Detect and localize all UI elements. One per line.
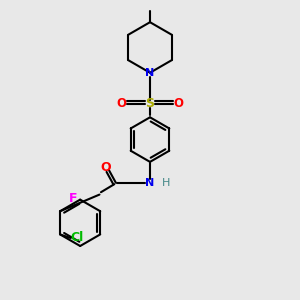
- Text: N: N: [146, 178, 154, 188]
- Text: S: S: [146, 98, 154, 110]
- Text: Cl: Cl: [71, 232, 84, 244]
- Text: O: O: [100, 161, 111, 174]
- Text: N: N: [146, 68, 154, 78]
- Text: H: H: [162, 178, 170, 188]
- Text: F: F: [68, 192, 77, 205]
- Text: O: O: [173, 98, 183, 110]
- Text: O: O: [117, 98, 127, 110]
